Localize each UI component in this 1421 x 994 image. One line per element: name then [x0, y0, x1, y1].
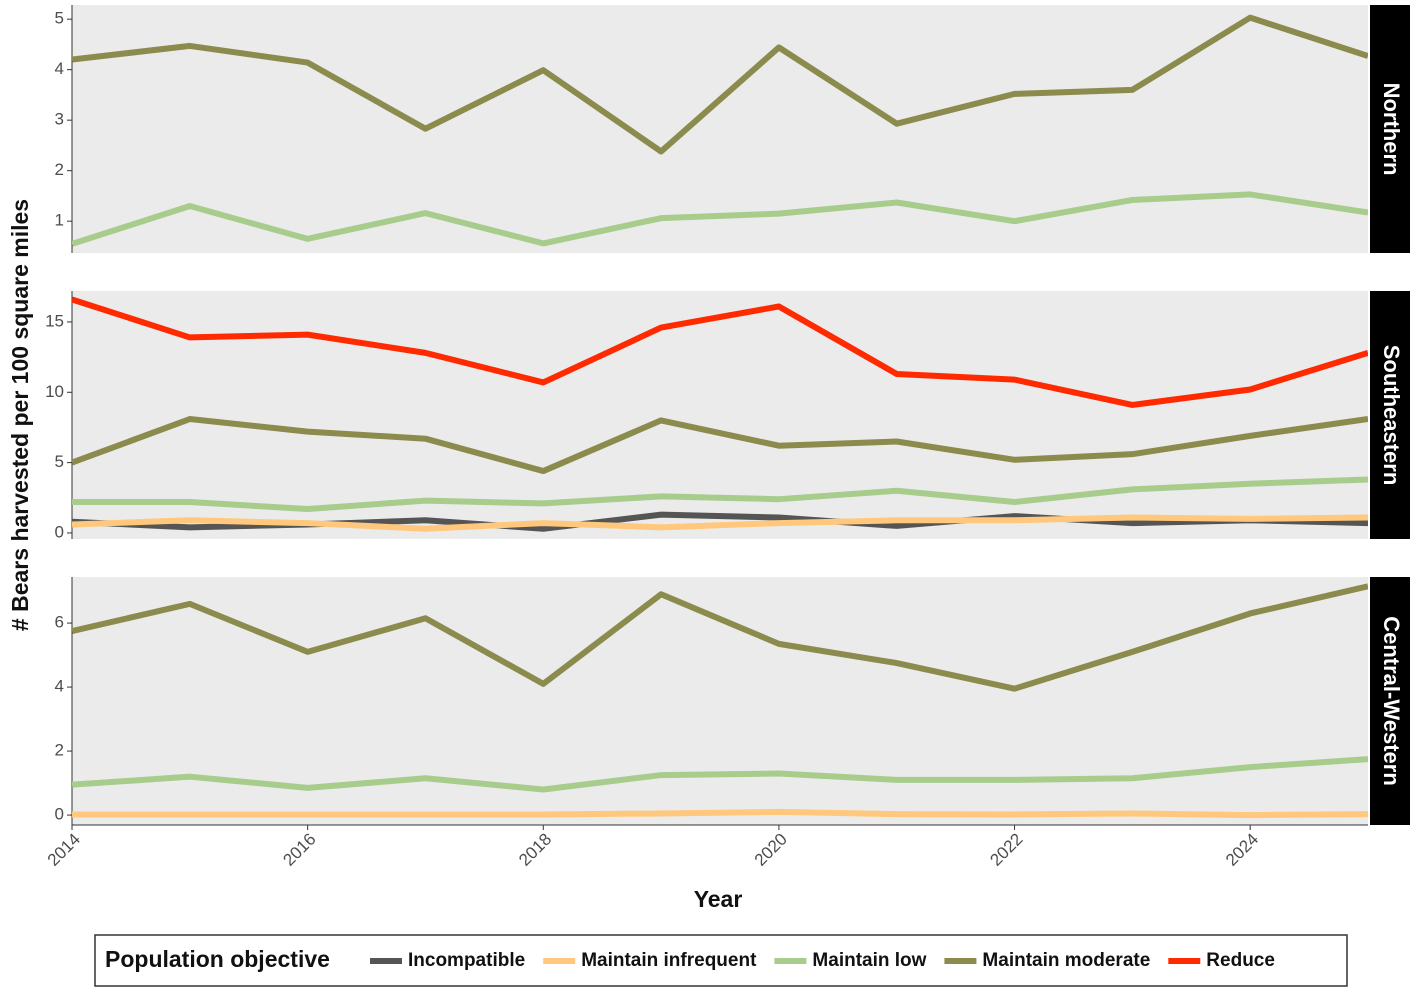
series-line	[72, 14, 1368, 155]
series-line	[72, 808, 1368, 819]
legend-box	[94, 934, 1348, 987]
series-line	[72, 416, 1368, 475]
series-line	[72, 756, 1368, 793]
legend-label: Maintain low	[812, 950, 926, 971]
panel-background	[72, 5, 1368, 253]
y-tick-label: 10	[45, 382, 64, 401]
y-tick-label: 4	[55, 59, 64, 78]
y-tick-label: 6	[55, 613, 64, 632]
series-line	[72, 296, 1368, 408]
strip-label: Northern	[1379, 83, 1404, 176]
strip-label: Southeastern	[1379, 345, 1404, 486]
y-tick-label: 1	[55, 211, 64, 230]
legend-title: Population objective	[105, 946, 330, 972]
panel-plot	[72, 296, 1368, 532]
panel-background	[72, 577, 1368, 825]
y-tick-label: 4	[55, 677, 64, 696]
x-tick-label: 2024	[1222, 830, 1262, 870]
series-line	[72, 514, 1368, 532]
x-tick-label: 2016	[279, 830, 319, 870]
x-tick-label: 2022	[986, 830, 1026, 870]
x-tick-label: 2014	[44, 830, 84, 870]
series-line	[72, 476, 1368, 513]
legend-label: Incompatible	[408, 950, 525, 971]
y-tick-label: 2	[55, 741, 64, 760]
panel-plot	[72, 14, 1368, 247]
y-axis-title: # Bears harvested per 100 square miles	[7, 199, 33, 631]
legend-label: Maintain infrequent	[581, 950, 757, 971]
strip-label: Central-Western	[1379, 616, 1404, 786]
series-line	[72, 583, 1368, 692]
panel-background	[72, 291, 1368, 539]
series-line	[72, 191, 1368, 247]
y-tick-label: 0	[55, 805, 64, 824]
y-tick-label: 5	[55, 452, 64, 471]
legend-label: Reduce	[1206, 950, 1275, 971]
y-tick-label: 2	[55, 160, 64, 179]
y-tick-label: 0	[55, 522, 64, 541]
strip-background	[1370, 5, 1410, 253]
y-tick-label: 15	[45, 311, 64, 330]
y-tick-label: 5	[55, 9, 64, 28]
y-tick-label: 3	[55, 110, 64, 129]
panel-plot	[72, 583, 1368, 819]
x-axis-title: Year	[694, 886, 743, 912]
x-tick-label: 2018	[515, 830, 555, 870]
x-tick-label: 2020	[751, 830, 791, 870]
legend-label: Maintain moderate	[982, 950, 1150, 971]
strip-background	[1370, 577, 1410, 825]
strip-background	[1370, 291, 1410, 539]
